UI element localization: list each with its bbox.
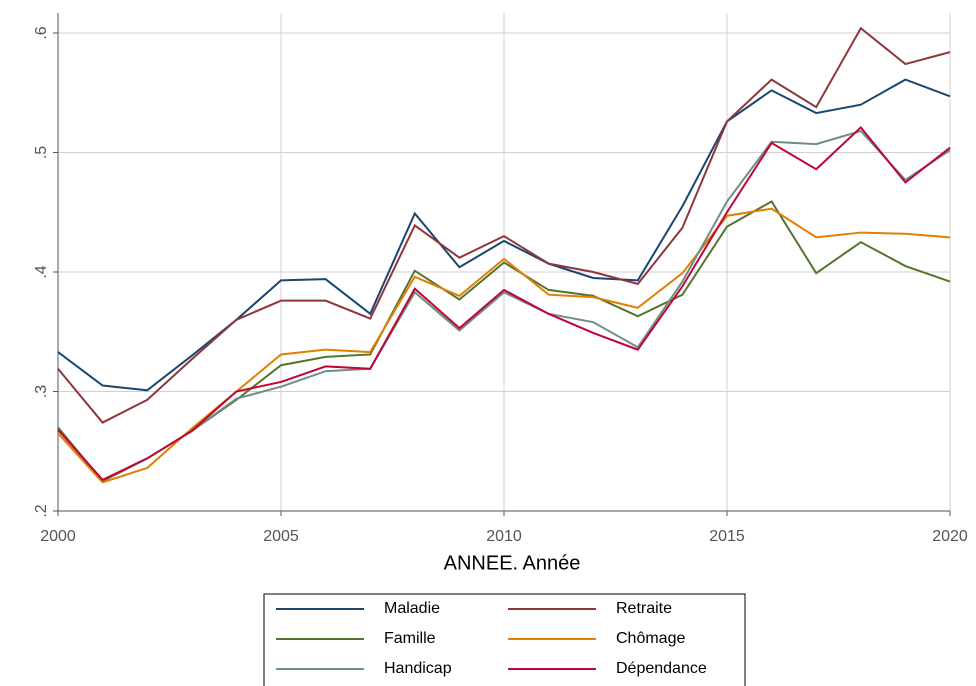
x-axis-label: ANNEE. Année [444, 552, 581, 574]
x-tick-label: 2010 [486, 528, 522, 545]
y-tick-label: .6 [33, 26, 50, 39]
series-line [57, 125, 951, 482]
legend-label: Dépendance [616, 660, 707, 677]
y-tick-label: .3 [33, 385, 50, 398]
y-tick-label: .2 [33, 504, 50, 517]
x-tick-label: 2015 [709, 528, 745, 545]
y-tick-label: .4 [33, 265, 50, 278]
legend-label: Handicap [384, 660, 452, 677]
series-line [57, 129, 951, 482]
legend-label: Chômage [616, 630, 685, 647]
series-line [57, 26, 951, 424]
x-tick-label: 2000 [40, 528, 76, 545]
legend-label: Famille [384, 630, 436, 647]
x-tick-label: 2005 [263, 528, 299, 545]
y-tick-label: .5 [33, 146, 50, 159]
series-line [57, 207, 951, 484]
legend-label: Maladie [384, 600, 440, 617]
legend-label: Retraite [616, 600, 672, 617]
x-tick-label: 2020 [932, 528, 968, 545]
series-line [57, 78, 951, 392]
